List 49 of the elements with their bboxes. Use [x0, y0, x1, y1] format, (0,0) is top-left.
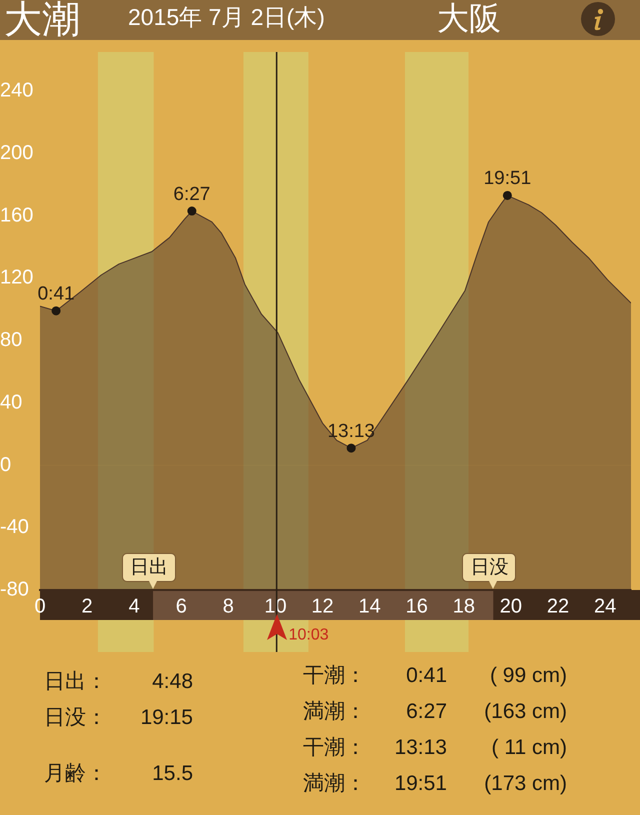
text: 6:27 — [406, 700, 447, 723]
y-tick-label: 40 — [0, 391, 22, 414]
x-tick-label: 24 — [594, 596, 616, 618]
x-tick-label: 2 — [82, 596, 93, 618]
text: 0:41 — [406, 664, 447, 687]
x-tick-label: 14 — [358, 596, 381, 618]
x-tick-label: 20 — [500, 596, 522, 618]
ref-line-label: 10:03 — [288, 626, 329, 644]
text: 日没： — [44, 705, 108, 731]
y-tick-label: 160 — [0, 204, 34, 226]
text: 満潮： — [303, 771, 366, 797]
annotation: 6:27 — [173, 184, 210, 205]
chart-subtitle: 2015年 7月 2日(木) — [128, 3, 325, 32]
annotation: 13:13 — [327, 420, 375, 442]
x-tick-label: 6 — [176, 596, 187, 618]
y-tick-label: 0 — [0, 454, 12, 476]
text: 月齢： — [44, 761, 108, 787]
text: (173 cm) — [483, 771, 567, 797]
text: 満潮： — [303, 699, 366, 725]
x-tick-label: 18 — [452, 596, 475, 618]
annotation: 0:41 — [38, 284, 75, 305]
y-tick-label: 120 — [0, 266, 34, 289]
x-tick-label: 4 — [128, 596, 140, 618]
text: 13:13 — [394, 736, 447, 759]
text: 大阪 — [437, 0, 501, 36]
text: 干潮： — [303, 663, 366, 689]
y-tick-label: -80 — [0, 578, 29, 601]
text: 19:15 — [139, 705, 193, 731]
chart-title: 大潮 — [4, 0, 80, 41]
annotation: 日没 — [462, 553, 516, 582]
y-tick-label: 200 — [0, 142, 34, 164]
text: 4:48 — [151, 669, 193, 695]
text: 日出： — [44, 669, 108, 695]
text: 干潮： — [303, 735, 366, 761]
x-tick-label: 16 — [406, 596, 428, 618]
x-tick-label: 10 — [264, 596, 287, 618]
x-tick-label: 12 — [311, 596, 334, 618]
text: ( 11 cm) — [490, 735, 567, 761]
x-tick-label: 22 — [546, 596, 570, 618]
x-tick-label: 8 — [222, 596, 234, 618]
text: (163 cm) — [483, 699, 567, 725]
text: 19:51 — [394, 772, 447, 795]
annotation: 19:51 — [484, 168, 532, 190]
text: ( 99 cm) — [488, 663, 567, 689]
y-tick-label: 80 — [0, 329, 22, 352]
y-tick-label: -40 — [0, 516, 29, 538]
annotation: 日出 — [122, 553, 176, 582]
y-tick-label: 240 — [0, 80, 34, 102]
text: 15.5 — [151, 761, 193, 787]
